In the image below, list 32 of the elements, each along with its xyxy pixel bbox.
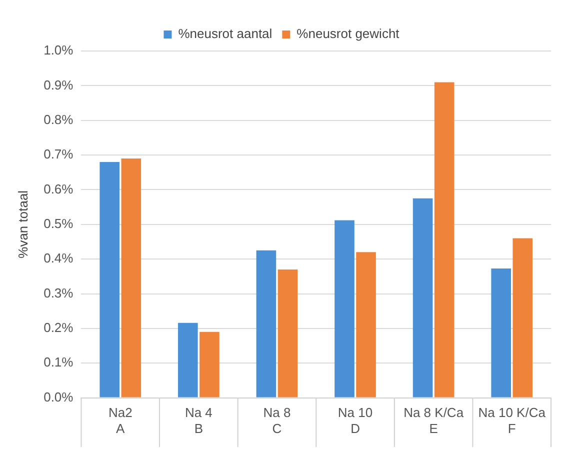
legend-label: %neusrot aantal xyxy=(178,26,272,42)
bar xyxy=(121,158,142,398)
y-tick-label: 0.1% xyxy=(44,354,74,370)
bar xyxy=(278,269,298,398)
bar xyxy=(412,198,433,398)
bar xyxy=(200,332,220,398)
y-tick-label: 0.9% xyxy=(44,77,74,92)
y-tick-label: 0.7% xyxy=(44,146,74,162)
x-tick-label: Na 8 K/Ca E xyxy=(404,405,464,436)
y-tick-label: 0.8% xyxy=(44,112,74,127)
x-tick-label: Na2 A xyxy=(108,405,132,436)
bar xyxy=(491,268,511,398)
x-tick-label: Na 8 C xyxy=(263,405,291,436)
bar xyxy=(434,82,454,398)
bar xyxy=(512,238,533,398)
bar xyxy=(356,252,376,398)
y-tick-label: 0.6% xyxy=(44,181,74,196)
bar xyxy=(334,220,354,398)
y-axis-title: %van totaal xyxy=(15,190,30,258)
x-tick-label: Na 4 B xyxy=(184,405,212,436)
y-tick-label: 0.0% xyxy=(44,389,74,404)
y-tick-label: 1.0% xyxy=(44,42,74,58)
y-tick-label: 0.2% xyxy=(44,320,74,336)
y-tick-label: 0.3% xyxy=(44,285,74,300)
bar xyxy=(178,322,198,398)
bar xyxy=(100,162,120,398)
y-tick-label: 0.5% xyxy=(44,216,74,231)
bar xyxy=(256,250,276,398)
x-tick-label: Na 10 D xyxy=(338,405,373,436)
y-tick-label: 0.4% xyxy=(44,250,74,266)
legend-label: %neusrot gewicht xyxy=(296,26,400,42)
x-tick-label: Na 10 K/Ca F xyxy=(478,405,546,436)
